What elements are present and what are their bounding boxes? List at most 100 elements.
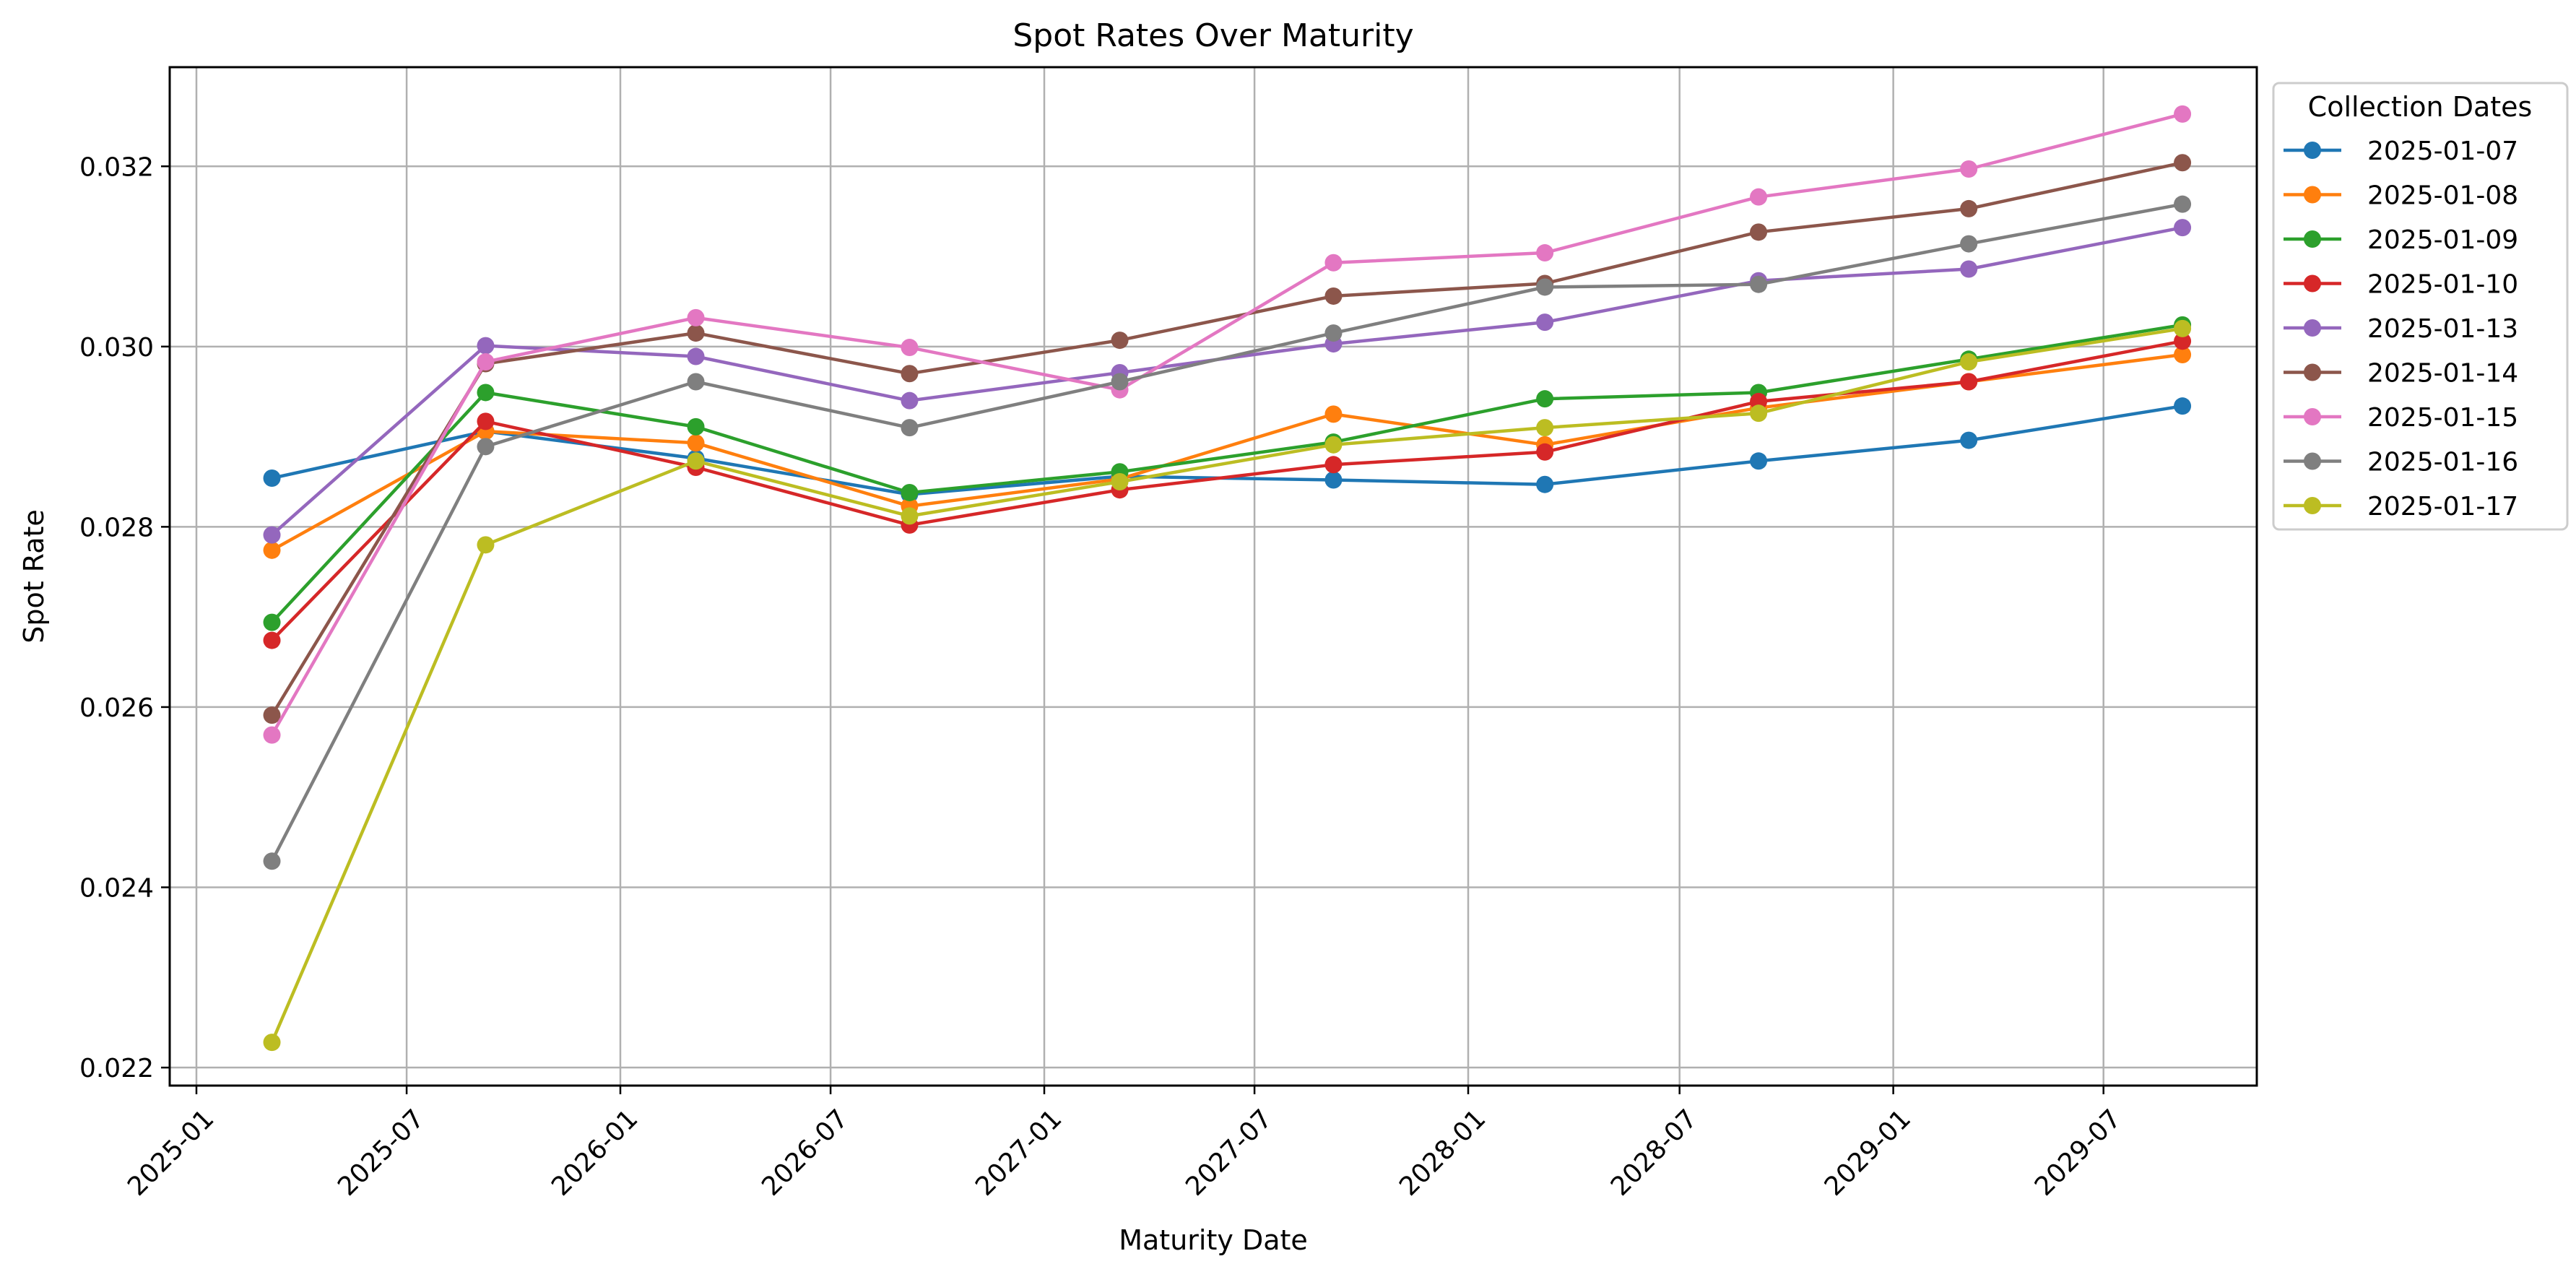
data-point: [1960, 353, 1978, 371]
data-point: [1536, 278, 1554, 296]
data-point: [2174, 319, 2192, 337]
data-point: [1960, 160, 1978, 178]
data-point: [2174, 105, 2192, 123]
legend-item: 2025-01-17: [2284, 492, 2518, 521]
legend-item: 2025-01-16: [2284, 448, 2518, 477]
data-point: [1536, 244, 1554, 262]
data-point: [2174, 346, 2192, 364]
legend-label: 2025-01-16: [2367, 448, 2518, 477]
y-axis-ticks: 0.022 0.024 0.026 0.028 0.030 0.032: [79, 152, 170, 1083]
y-tick-label: 0.030: [79, 333, 154, 363]
data-point: [1750, 188, 1768, 206]
data-point: [1324, 436, 1343, 454]
data-point: [1536, 475, 1554, 493]
series-line: [270, 112, 2183, 736]
data-point: [477, 536, 495, 554]
legend-marker: [2304, 142, 2321, 159]
legend-label: 2025-01-07: [2367, 137, 2518, 166]
legend-item: 2025-01-10: [2284, 270, 2518, 300]
data-point: [477, 384, 495, 402]
data-point: [1324, 405, 1343, 423]
legend-item: 2025-01-09: [2284, 225, 2518, 255]
data-point: [1324, 471, 1343, 489]
data-point: [263, 852, 281, 870]
series-line: [270, 323, 2183, 624]
grid: [170, 67, 2257, 1086]
data-point: [901, 507, 919, 525]
data-point: [1111, 472, 1129, 490]
data-point: [1111, 332, 1129, 350]
data-point: [901, 365, 919, 383]
legend-item: 2025-01-07: [2284, 137, 2518, 166]
data-point: [1111, 373, 1129, 391]
data-point: [687, 373, 705, 391]
data-point: [2174, 219, 2192, 237]
data-point: [1324, 254, 1343, 272]
series-line: [270, 339, 2183, 642]
data-point: [1960, 199, 1978, 217]
y-tick-label: 0.022: [79, 1054, 154, 1083]
y-tick-label: 0.028: [79, 513, 154, 542]
data-point: [1960, 431, 1978, 449]
data-point: [263, 541, 281, 559]
data-point: [1750, 404, 1768, 423]
data-point: [263, 726, 281, 744]
data-point: [263, 1034, 281, 1052]
data-point: [477, 438, 495, 456]
legend-items: 2025-01-07 2025-01-08 2025-01-09 2025-01-10…: [2284, 137, 2518, 521]
data-point: [1750, 223, 1768, 241]
data-point: [477, 353, 495, 371]
data-point: [263, 631, 281, 649]
data-point: [2174, 397, 2192, 415]
data-point: [687, 434, 705, 452]
data-point: [1536, 443, 1554, 461]
legend-label: 2025-01-09: [2367, 225, 2518, 255]
legend-marker: [2304, 274, 2321, 293]
series-line: [270, 161, 2183, 717]
legend-label: 2025-01-13: [2367, 314, 2518, 344]
x-axis-label: Maturity Date: [1119, 1224, 1308, 1256]
data-point: [1750, 452, 1768, 470]
data-point: [1324, 324, 1343, 342]
chart-title: Spot Rates Over Maturity: [1012, 17, 1413, 54]
data-point: [1960, 373, 1978, 391]
data-point: [263, 613, 281, 631]
legend-label: 2025-01-08: [2367, 181, 2518, 211]
series-line: [271, 352, 2183, 552]
data-point: [687, 308, 705, 326]
series-line: [270, 202, 2183, 862]
data-point: [1536, 313, 1554, 332]
data-point: [901, 419, 919, 437]
data-point: [901, 391, 919, 410]
legend-item: 2025-01-14: [2284, 359, 2518, 389]
legend-label: 2025-01-17: [2367, 492, 2518, 521]
data-point: [2174, 195, 2192, 213]
data-point: [1536, 390, 1554, 408]
legend-marker: [2304, 408, 2321, 425]
data-point: [2174, 154, 2192, 172]
data-point: [687, 324, 705, 342]
data-point: [901, 339, 919, 357]
data-point: [263, 526, 281, 544]
legend-label: 2025-01-15: [2367, 403, 2518, 433]
y-tick-label: 0.032: [79, 152, 154, 182]
data-point: [687, 417, 705, 436]
data-point: [687, 452, 705, 470]
series-lines: [263, 105, 2192, 1052]
data-point: [477, 337, 495, 355]
data-point: [1324, 456, 1343, 474]
data-point: [1536, 419, 1554, 437]
data-point: [1960, 235, 1978, 253]
legend: Collection Dates 2025-01-072025-01-08202…: [2272, 82, 2569, 531]
data-point: [263, 706, 281, 724]
series-line: [270, 326, 2183, 1043]
legend-box: [2272, 82, 2569, 531]
legend-marker: [2304, 363, 2321, 381]
legend-marker: [2304, 452, 2321, 470]
plot-frame: [168, 66, 2258, 1087]
data-point: [1324, 287, 1343, 305]
data-point: [1960, 260, 1978, 278]
legend-marker: [2304, 230, 2321, 248]
